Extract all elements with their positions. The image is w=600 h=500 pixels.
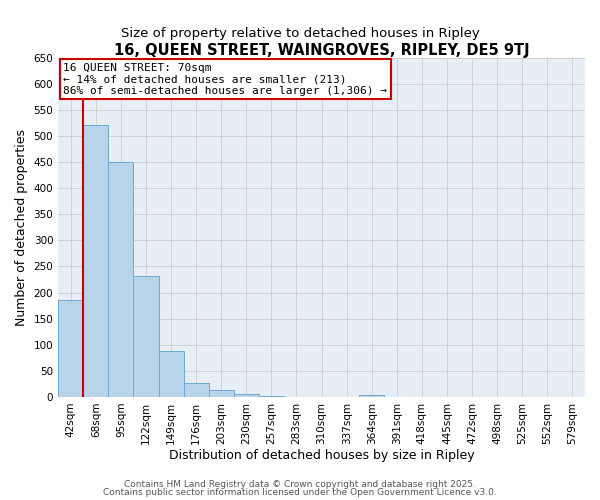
Bar bbox=[133, 276, 158, 397]
Title: 16, QUEEN STREET, WAINGROVES, RIPLEY, DE5 9TJ: 16, QUEEN STREET, WAINGROVES, RIPLEY, DE… bbox=[114, 42, 529, 58]
Bar bbox=[158, 351, 184, 397]
Y-axis label: Number of detached properties: Number of detached properties bbox=[15, 128, 28, 326]
Bar bbox=[359, 395, 385, 397]
Text: Contains HM Land Registry data © Crown copyright and database right 2025.: Contains HM Land Registry data © Crown c… bbox=[124, 480, 476, 489]
Text: 16 QUEEN STREET: 70sqm
← 14% of detached houses are smaller (213)
86% of semi-de: 16 QUEEN STREET: 70sqm ← 14% of detached… bbox=[64, 62, 388, 96]
Bar bbox=[83, 126, 109, 397]
Bar bbox=[184, 383, 209, 397]
Bar bbox=[234, 394, 259, 397]
Text: Contains public sector information licensed under the Open Government Licence v3: Contains public sector information licen… bbox=[103, 488, 497, 497]
Bar bbox=[209, 390, 234, 397]
Bar bbox=[58, 300, 83, 397]
X-axis label: Distribution of detached houses by size in Ripley: Distribution of detached houses by size … bbox=[169, 450, 475, 462]
Text: Size of property relative to detached houses in Ripley: Size of property relative to detached ho… bbox=[121, 28, 479, 40]
Bar bbox=[109, 162, 133, 397]
Bar bbox=[259, 396, 284, 397]
